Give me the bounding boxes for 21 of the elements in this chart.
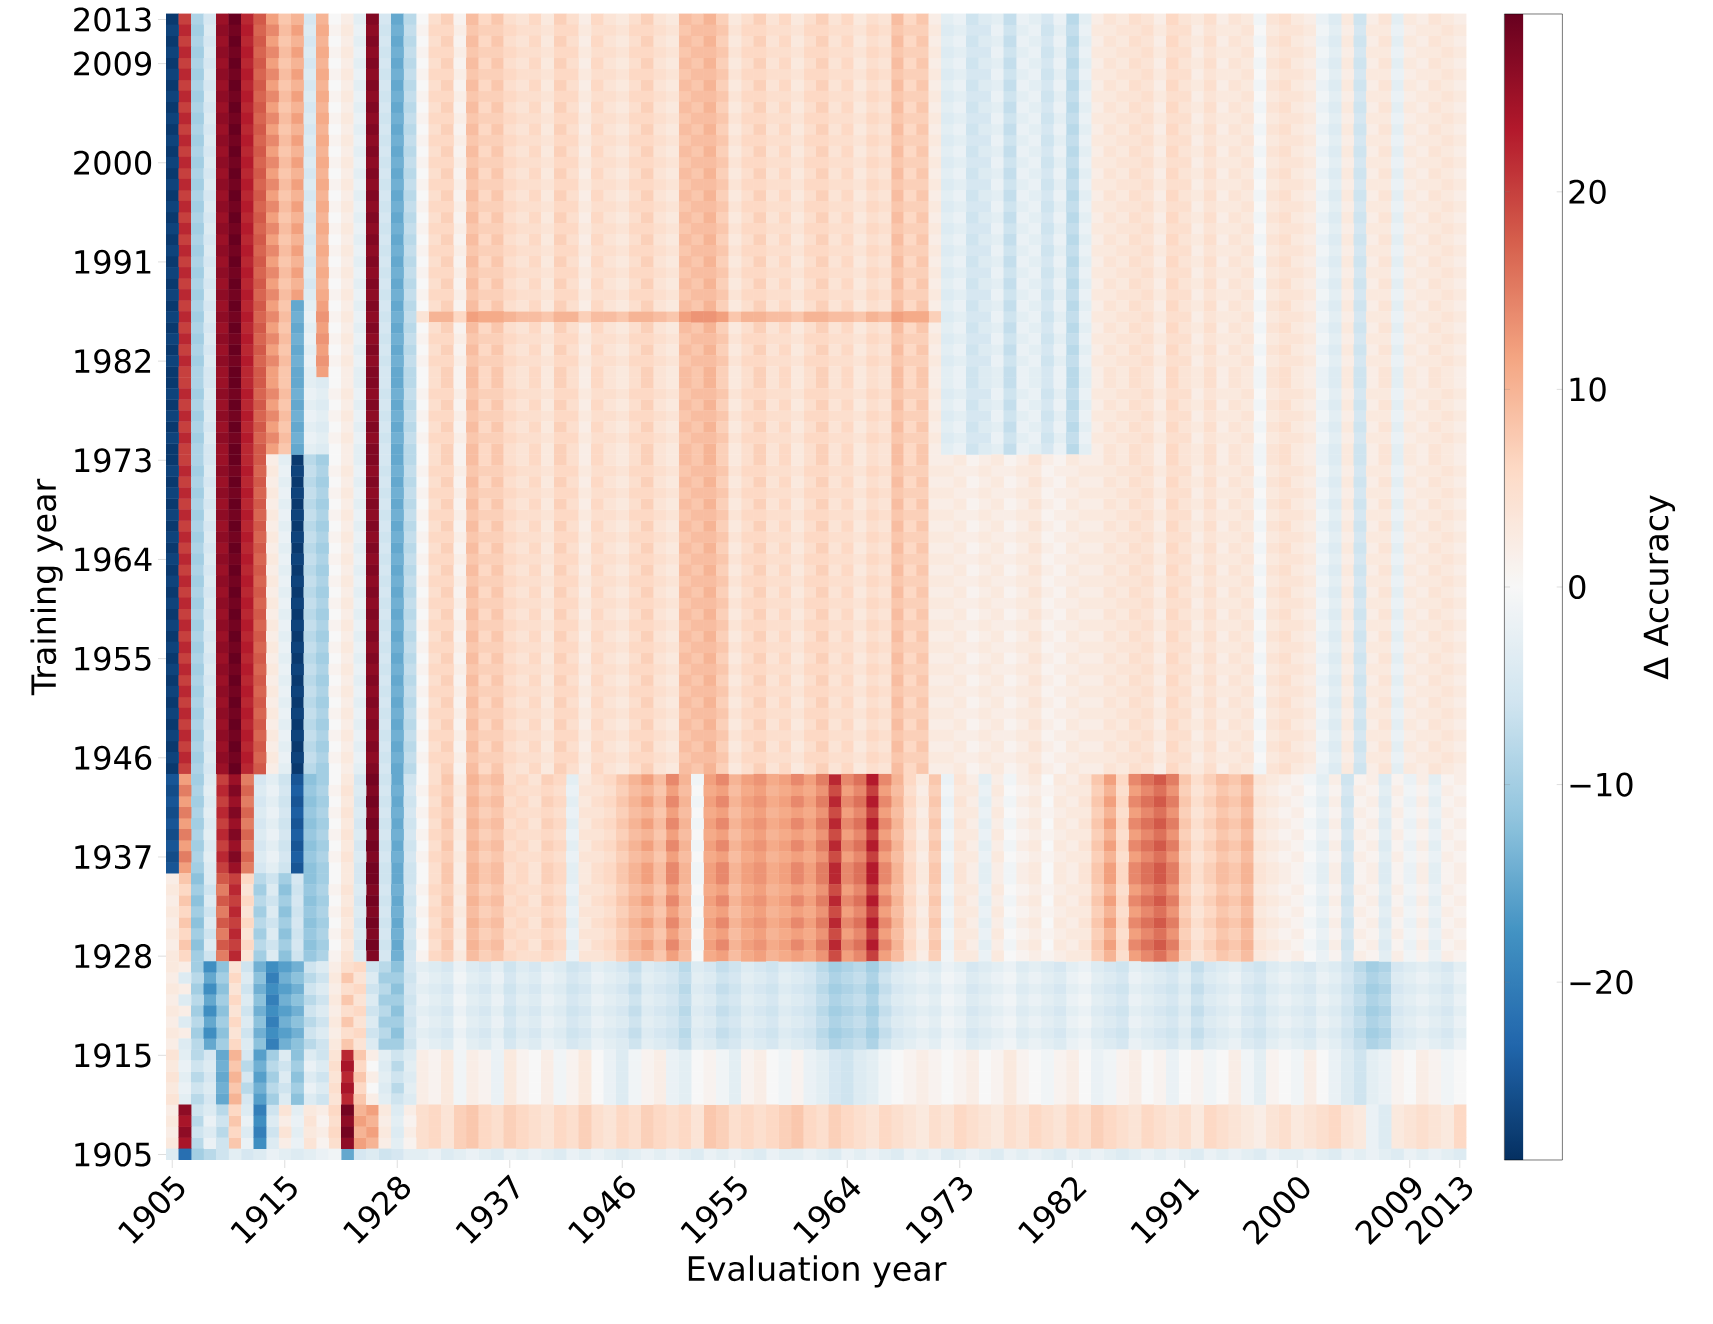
color-bar-label: 20 <box>1569 179 1606 204</box>
y-tick-label: 2013 <box>74 7 151 32</box>
color-bar-label: 10 <box>1570 377 1606 402</box>
color-bar-label: −10 <box>1570 772 1633 797</box>
y-tick-label: 1991 <box>75 249 151 275</box>
y-tick-label: 1905 <box>75 1142 151 1167</box>
y-tick-label: 1915 <box>75 1043 151 1068</box>
y-tick-label: 2009 <box>74 51 152 76</box>
color-bar-label: 0 <box>1569 574 1586 600</box>
y-tick-label: 1973 <box>75 448 151 473</box>
y-tick-label: 1928 <box>75 944 152 969</box>
x-axis-title: Evaluation year <box>688 1255 947 1288</box>
y-tick-label: 2000 <box>74 150 152 175</box>
y-tick-label: 1955 <box>75 646 151 671</box>
color-bar-label: −20 <box>1570 970 1633 995</box>
color-bar-title: Δ Accuracy <box>1643 495 1676 680</box>
y-tick-label: 1982 <box>75 349 151 374</box>
y-tick-label: 1946 <box>75 745 152 770</box>
y-tick-label: 1937 <box>75 844 151 870</box>
y-axis-title: Training year <box>30 478 63 696</box>
y-tick-label: 1964 <box>75 547 152 572</box>
